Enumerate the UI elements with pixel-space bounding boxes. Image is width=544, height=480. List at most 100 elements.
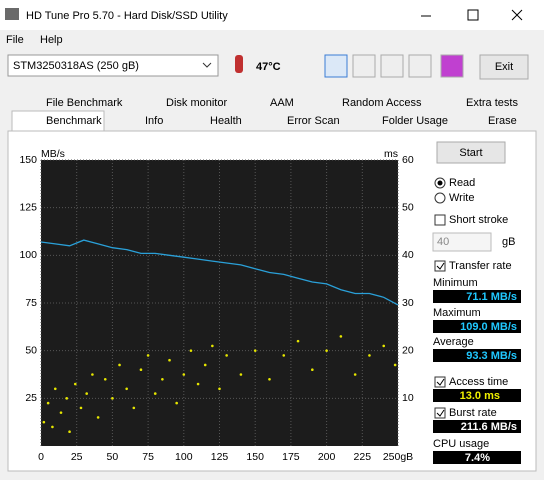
tab[interactable]: Disk monitor <box>166 97 227 109</box>
access-time-point <box>196 382 200 386</box>
tab[interactable]: Info <box>145 115 163 127</box>
access-time-point <box>42 420 46 424</box>
x-tick-label: 75 <box>142 451 154 463</box>
title-bar <box>0 0 544 30</box>
stat-value: 7.4% <box>465 452 490 464</box>
tool-button[interactable] <box>352 54 376 78</box>
drive-name: STM3250318AS (250 gB) <box>13 60 139 72</box>
x-tick-label: 25 <box>71 451 83 463</box>
drive-select[interactable] <box>7 54 219 77</box>
checkbox[interactable] <box>434 214 446 226</box>
access-time-point <box>211 344 214 348</box>
thermometer <box>235 55 243 73</box>
dropdown-arrow <box>202 62 212 68</box>
checkbox[interactable] <box>434 260 446 272</box>
stat-box <box>433 420 521 433</box>
access-time-point <box>182 373 186 376</box>
menu-help[interactable]: Help <box>40 34 63 46</box>
stat-label: CPU usage <box>433 438 489 450</box>
side-panel: Start Read Write Short stroke 40 gB Tran… <box>432 141 521 464</box>
access-time-point <box>311 368 314 372</box>
x-tick-label: 150 <box>246 451 264 463</box>
stat-box <box>433 389 521 402</box>
access-time-point <box>51 425 54 429</box>
y2-axis-label: ms <box>384 148 398 160</box>
temperature: 47°C <box>256 61 281 73</box>
tab[interactable]: Folder Usage <box>382 115 448 127</box>
check <box>436 378 445 386</box>
access-time-point <box>393 363 397 367</box>
check <box>436 409 445 417</box>
tool-button[interactable] <box>440 54 464 78</box>
checkbox[interactable] <box>434 376 446 388</box>
access-time-point <box>111 397 114 400</box>
app-icon <box>5 8 19 20</box>
x-tick-label: 125 <box>211 451 229 463</box>
check <box>436 262 445 270</box>
tabs: File Benchmark Disk monitor AAM Random A… <box>11 97 518 132</box>
stat-box <box>433 349 521 362</box>
access-time-point <box>59 411 63 414</box>
y-axis-label: MB/s <box>41 148 65 160</box>
y-tick-label: 75 <box>25 297 37 309</box>
tab[interactable]: Benchmark <box>46 115 102 127</box>
access-time-point <box>203 363 207 367</box>
y-tick-label: 25 <box>25 392 37 404</box>
transfer-rate-label: Transfer rate <box>449 260 512 272</box>
start-label: Start <box>459 147 482 159</box>
x-tick-label: 50 <box>107 451 119 463</box>
access-time-point <box>153 392 157 395</box>
tab[interactable]: AAM <box>270 97 294 109</box>
y2-tick-label: 50 <box>402 201 414 213</box>
tab[interactable]: File Benchmark <box>46 97 123 109</box>
access-time-point <box>282 354 286 357</box>
exit-button[interactable] <box>479 54 529 80</box>
x-tick-label: 0 <box>38 451 44 463</box>
access-time-point <box>339 335 343 338</box>
transfer-rate-line <box>40 239 399 306</box>
access-time-point <box>73 382 77 386</box>
stat-value: 93.3 MB/s <box>466 350 517 362</box>
access-time-point <box>118 363 121 367</box>
access-time-point <box>46 401 50 405</box>
stat-label: Average <box>433 336 474 348</box>
access-time-point <box>161 377 164 381</box>
tab[interactable]: Extra tests <box>466 97 518 109</box>
tab[interactable]: Health <box>210 115 242 127</box>
write-label: Write <box>449 192 474 204</box>
tool-button[interactable] <box>380 54 404 78</box>
read-label: Read <box>449 177 475 189</box>
checkbox[interactable] <box>434 407 446 419</box>
access-time-point <box>353 373 357 376</box>
tool-button[interactable] <box>324 54 348 78</box>
radio-write[interactable] <box>434 192 446 204</box>
x-tick-label: 200 <box>318 451 336 463</box>
access-time-point <box>103 377 107 381</box>
stat-label: Maximum <box>433 307 481 319</box>
stroke-size: 40 <box>437 236 449 248</box>
y2-tick-label: 40 <box>402 249 414 261</box>
radio-dot <box>437 180 443 186</box>
x-tick-label: 100 <box>175 451 193 463</box>
access-time-point <box>268 377 271 381</box>
tab[interactable]: Random Access <box>342 97 422 109</box>
spin-box[interactable] <box>432 232 492 252</box>
stat-value: 211.6 MB/s <box>461 421 517 433</box>
access-time-point <box>85 392 88 395</box>
stat-label: Access time <box>449 376 508 388</box>
tab[interactable]: Erase <box>488 115 517 127</box>
maximize[interactable] <box>467 9 479 21</box>
close[interactable] <box>511 9 523 21</box>
menu-file[interactable]: File <box>6 34 24 46</box>
tool-button[interactable] <box>408 54 432 78</box>
stat-value: 109.0 MB/s <box>460 321 517 333</box>
access-time-point <box>325 349 328 352</box>
x-tick-label: 175 <box>282 451 300 463</box>
y-tick-label: 125 <box>19 201 37 213</box>
access-time-point <box>96 416 100 419</box>
tab[interactable]: Error Scan <box>287 115 340 127</box>
start-button[interactable] <box>436 141 506 164</box>
window-title: HD Tune Pro 5.70 - Hard Disk/SSD Utility <box>26 10 228 22</box>
access-time-point <box>65 397 69 400</box>
